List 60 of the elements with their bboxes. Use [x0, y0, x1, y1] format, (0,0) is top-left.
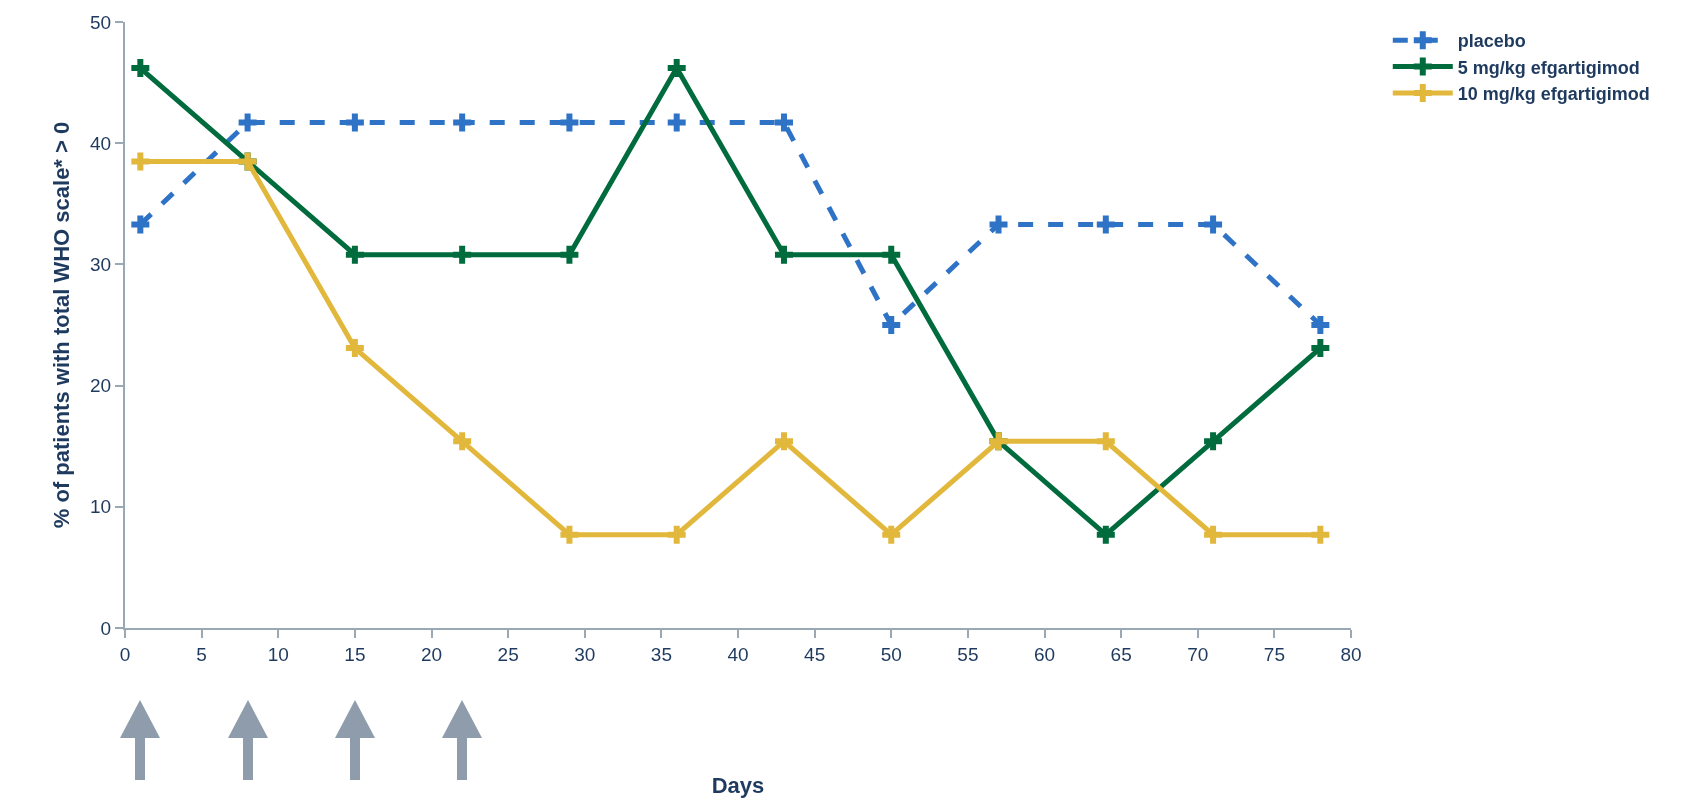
point [667, 113, 686, 132]
legend-label: 5 mg/kg efgartigimod [1457, 57, 1640, 78]
x-tick-label: 25 [497, 643, 519, 665]
point [1311, 525, 1330, 544]
point [1311, 316, 1330, 334]
point [345, 339, 364, 358]
point [1311, 339, 1330, 358]
y-axis-title: % of patients with total WHO scale* > 0 [49, 121, 75, 529]
point [453, 245, 472, 264]
point [989, 215, 1008, 234]
y-tick-label: 40 [90, 132, 112, 154]
y-tick-label: 0 [100, 617, 112, 639]
x-tick-label: 75 [1263, 643, 1285, 665]
point [453, 432, 472, 451]
x-tick-label: 35 [650, 643, 672, 665]
point [882, 245, 901, 264]
x-tick-label: 15 [344, 643, 366, 665]
point [882, 316, 901, 334]
y-tick-label: 30 [90, 254, 112, 276]
point [560, 245, 579, 264]
x-tick-label: 65 [1110, 643, 1132, 665]
y-tick-label: 10 [90, 496, 112, 518]
point [667, 59, 686, 78]
y-tick-label: 50 [90, 11, 112, 33]
x-tick-label: 70 [1187, 643, 1209, 665]
point [1096, 432, 1115, 451]
y-tick-label: 20 [90, 375, 112, 397]
point [1204, 525, 1223, 544]
point [453, 113, 472, 132]
point [774, 113, 793, 132]
point [882, 525, 901, 544]
point [1204, 215, 1223, 234]
x-tick-label: 50 [880, 643, 902, 665]
x-tick-label: 80 [1340, 643, 1362, 665]
x-tick-label: 5 [196, 643, 207, 665]
point [667, 525, 686, 544]
x-tick-label: 30 [574, 643, 596, 665]
x-tick-label: 45 [804, 643, 826, 665]
point [774, 245, 793, 264]
x-tick-label: 55 [957, 643, 979, 665]
point [345, 245, 364, 264]
point [238, 113, 257, 132]
point [131, 59, 150, 78]
x-tick-label: 40 [727, 643, 749, 665]
point [345, 113, 364, 132]
x-tick-label: 60 [1033, 643, 1056, 665]
point [774, 432, 793, 451]
legend-label: placebo [1457, 31, 1526, 52]
legend-label: 10 mg/kg efgartigimod [1457, 84, 1650, 105]
x-axis-title: Days [711, 773, 765, 798]
point [131, 215, 150, 234]
point [560, 113, 579, 132]
x-tick-label: 20 [420, 643, 443, 665]
x-tick-label: 10 [267, 643, 289, 665]
point [1204, 432, 1223, 451]
point [131, 152, 150, 171]
point [1096, 525, 1115, 544]
point [1096, 215, 1115, 234]
point [560, 525, 579, 544]
x-tick-label: 0 [119, 643, 131, 665]
